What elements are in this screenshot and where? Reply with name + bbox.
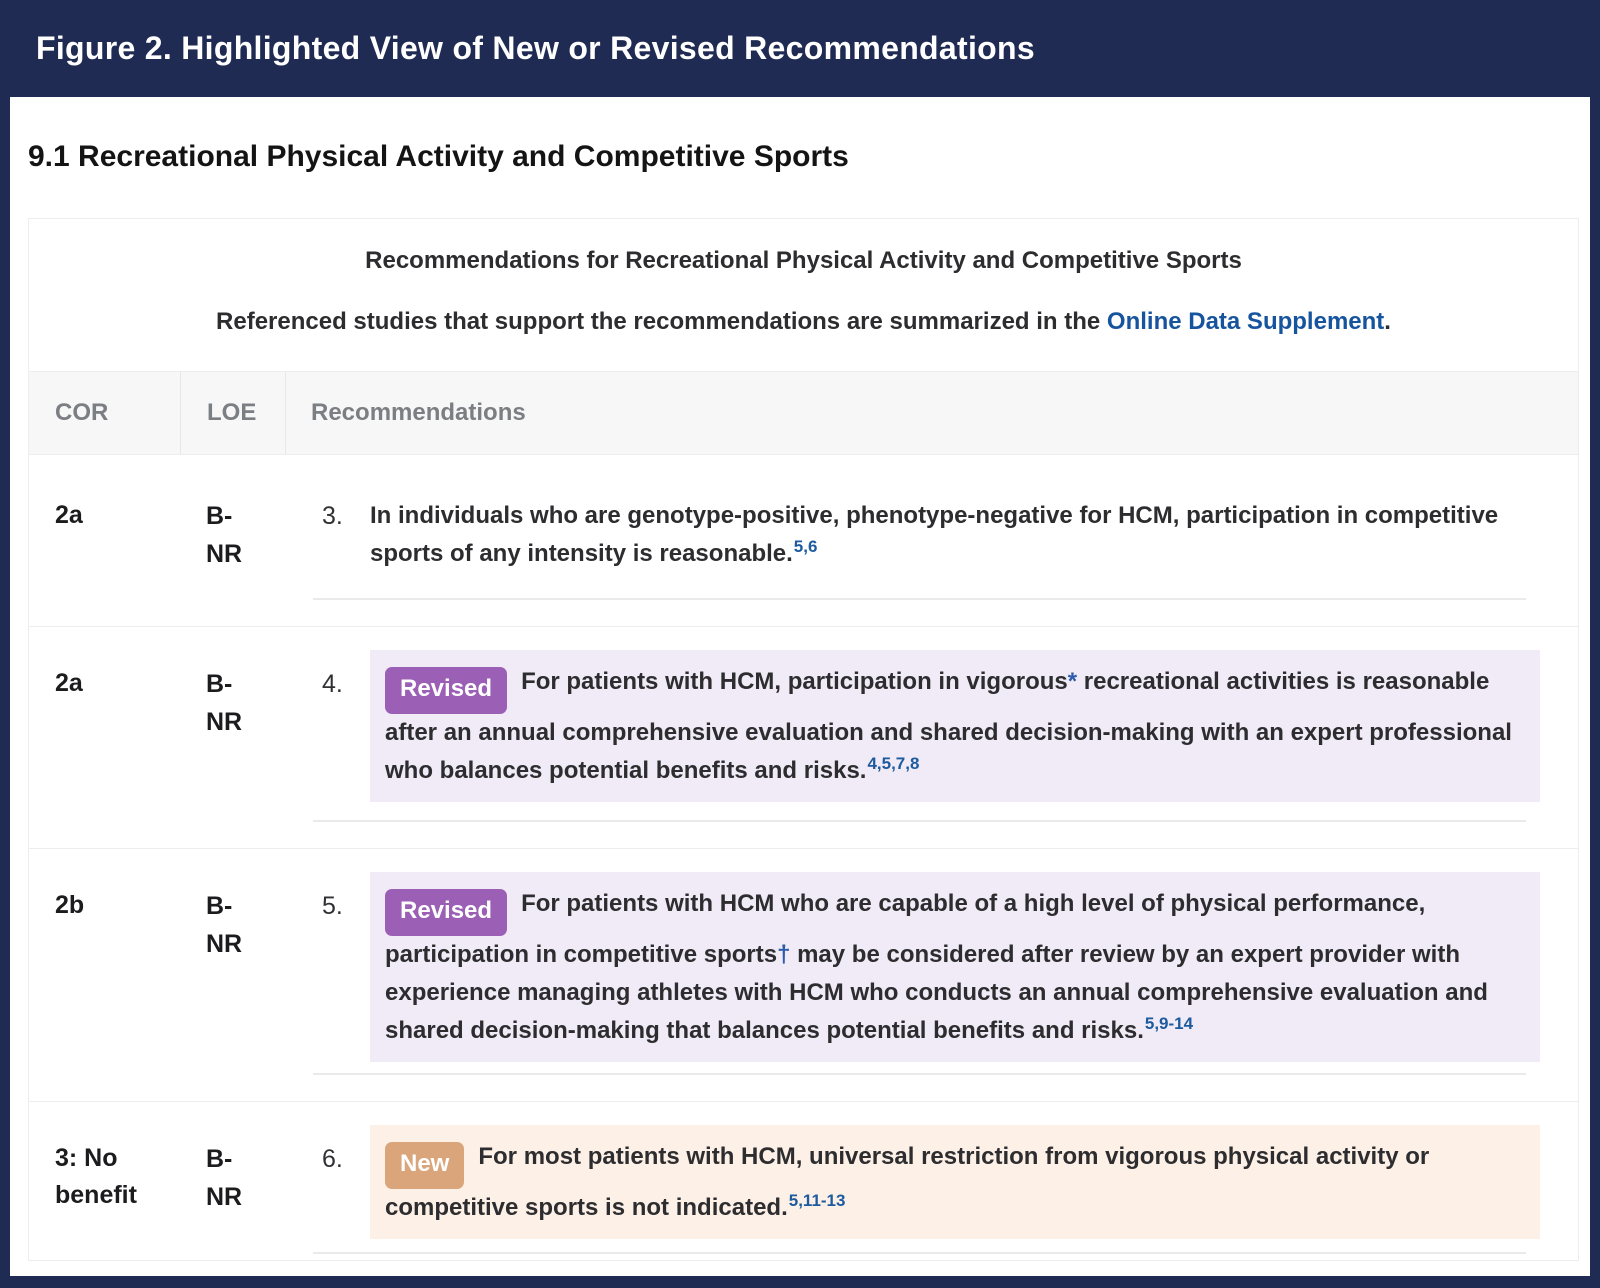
loe-value: B- NR: [180, 627, 285, 848]
recommendation-text-body: recreational activities is reasonable af…: [385, 668, 1512, 784]
recommendation-text: In individuals who are genotype-positive…: [370, 497, 1540, 573]
column-header-cor: COR: [55, 399, 109, 426]
reference-citations[interactable]: 5,11-13: [788, 1191, 846, 1210]
reference-citations[interactable]: 4,5,7,8: [867, 754, 920, 773]
loe-line1: B-: [206, 1145, 233, 1173]
online-data-supplement-link[interactable]: Online Data Supplement: [1106, 308, 1385, 335]
recommendation-text-body: may be considered after review by an exp…: [385, 941, 1488, 1044]
table-title: Recommendations for Recreational Physica…: [365, 247, 1242, 274]
recommendation-text-body: For patients with HCM, participation in …: [521, 668, 1068, 695]
recommendation-text: Revised For patients with HCM who are cap…: [370, 872, 1540, 1062]
footnote-symbol[interactable]: *: [1067, 668, 1078, 695]
row-divider: [313, 598, 1526, 600]
recommendation-cell: 3. In individuals who are genotype-posit…: [285, 455, 1578, 626]
row-divider: [313, 1252, 1526, 1254]
loe-line2: NR: [206, 1183, 243, 1211]
table-subtitle-period: .: [1384, 308, 1391, 335]
recommendation-cell: 4. Revised For patients with HCM, partici…: [285, 627, 1578, 848]
loe-line1: B-: [206, 892, 233, 920]
recommendation-number: 3.: [322, 502, 343, 530]
table-header-row: COR LOE Recommendations: [29, 371, 1578, 454]
loe-value: B- NR: [180, 1102, 285, 1260]
recommendation-cell: 6. New For most patients with HCM, univer…: [285, 1102, 1578, 1260]
reference-citations[interactable]: 5,9-14: [1144, 1014, 1194, 1033]
column-header-recommendations: Recommendations: [285, 372, 1578, 454]
recommendation-number: 5.: [322, 892, 343, 920]
cor-value: 2b: [55, 891, 85, 919]
table-row: 2a B- NR 3. In individuals who are genot…: [29, 454, 1578, 626]
figure-content: 9.1 Recreational Physical Activity and C…: [10, 97, 1590, 1276]
loe-line1: B-: [206, 502, 233, 530]
cor-value: 2a: [55, 669, 83, 697]
revised-badge: Revised: [385, 667, 508, 714]
recommendation-text-body: For most patients with HCM, universal re…: [385, 1143, 1430, 1221]
recommendation-text: Revised For patients with HCM, participat…: [370, 650, 1540, 802]
row-divider: [313, 820, 1526, 822]
recommendation-text-body: For patients with HCM who are capable of…: [385, 890, 1426, 968]
figure-title-bar: Figure 2. Highlighted View of New or Rev…: [10, 0, 1590, 97]
cor-value: 3: No benefit: [55, 1144, 137, 1209]
recommendations-panel: Recommendations for Recreational Physica…: [28, 218, 1579, 1261]
table-subtitle: Referenced studies that support the reco…: [29, 308, 1578, 336]
recommendation-text: New For most patients with HCM, universal…: [370, 1125, 1540, 1239]
recommendation-number: 6.: [322, 1145, 343, 1173]
table-row: 2b B- NR 5. Revised For patients with HCM…: [29, 848, 1578, 1101]
revised-badge: Revised: [385, 889, 508, 936]
recommendation-number: 4.: [322, 670, 343, 698]
table-subtitle-text: Referenced studies that support the reco…: [216, 308, 1107, 335]
table-row: 2a B- NR 4. Revised For patients with HCM…: [29, 626, 1578, 848]
table-row: 3: No benefit B- NR 6. New For most patie…: [29, 1101, 1578, 1260]
reference-citations[interactable]: 5,6: [793, 537, 818, 556]
loe-line2: NR: [206, 540, 243, 568]
section-heading: 9.1 Recreational Physical Activity and C…: [28, 140, 849, 173]
loe-line1: B-: [206, 670, 233, 698]
loe-value: B- NR: [180, 455, 285, 626]
figure-title: Figure 2. Highlighted View of New or Rev…: [36, 30, 1035, 66]
loe-line2: NR: [206, 708, 243, 736]
column-header-loe: LOE: [180, 372, 285, 454]
row-divider: [313, 1073, 1526, 1075]
footnote-symbol[interactable]: †: [777, 941, 791, 968]
loe-value: B- NR: [180, 849, 285, 1101]
cor-value: 2a: [55, 501, 83, 529]
recommendation-cell: 5. Revised For patients with HCM who are …: [285, 849, 1578, 1101]
loe-line2: NR: [206, 930, 243, 958]
recommendation-text-body: In individuals who are genotype-positive…: [370, 502, 1499, 567]
new-badge: New: [385, 1142, 465, 1189]
